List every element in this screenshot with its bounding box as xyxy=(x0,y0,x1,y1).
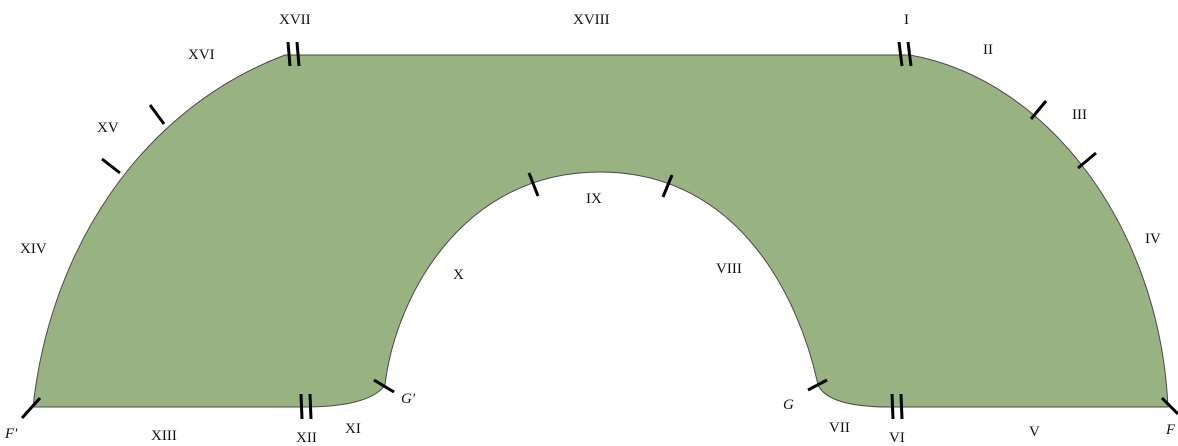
tick-iii-iv xyxy=(1077,151,1097,170)
label-xi: XI xyxy=(345,421,361,437)
tick-viii-ix xyxy=(661,174,674,198)
tick-xii-b xyxy=(308,393,313,420)
tick-xv-xvi xyxy=(148,104,166,125)
segment-labels: I II III IV V VI VII VIII IX X XI XII XI… xyxy=(20,12,1161,446)
tick-ix-x xyxy=(527,172,540,197)
tick-gprime xyxy=(373,378,395,394)
tick-i-b xyxy=(906,41,913,67)
tick-ii-iii xyxy=(1029,100,1048,120)
label-xii: XII xyxy=(296,430,317,446)
point-f: F xyxy=(1165,422,1176,438)
segment-ticks xyxy=(20,41,1178,420)
tick-fprime xyxy=(20,396,42,420)
label-xvii: XVII xyxy=(279,12,311,28)
tick-vi-b xyxy=(899,393,904,420)
label-xv: XV xyxy=(97,120,119,136)
point-fprime: F′ xyxy=(4,426,18,442)
point-gprime: G′ xyxy=(401,391,416,407)
label-iii: III xyxy=(1072,107,1087,123)
tick-i-a xyxy=(897,41,904,67)
tick-f xyxy=(1160,396,1178,416)
label-ii: II xyxy=(983,42,993,58)
label-x: X xyxy=(453,267,464,283)
tick-xiv-xv xyxy=(101,157,121,175)
label-xviii: XVIII xyxy=(573,12,610,28)
label-xiv: XIV xyxy=(20,241,47,257)
point-g: G xyxy=(783,397,794,413)
label-i: I xyxy=(904,12,909,28)
tick-g xyxy=(807,378,828,392)
tick-xvii-a xyxy=(286,41,292,67)
label-vi: VI xyxy=(889,430,905,446)
label-ix: IX xyxy=(586,191,602,207)
label-iv: IV xyxy=(1145,231,1161,247)
label-xiii: XIII xyxy=(151,428,177,444)
arch-shape xyxy=(32,54,1169,408)
tick-xvii-b xyxy=(295,41,301,67)
label-xvi: XVI xyxy=(188,47,215,63)
tick-xii-a xyxy=(299,393,304,420)
point-labels: F F′ G G′ xyxy=(4,391,1176,442)
label-viii: VIII xyxy=(716,261,742,277)
label-v: V xyxy=(1029,424,1040,440)
tick-vi-a xyxy=(890,393,895,420)
label-vii: VII xyxy=(829,420,850,436)
